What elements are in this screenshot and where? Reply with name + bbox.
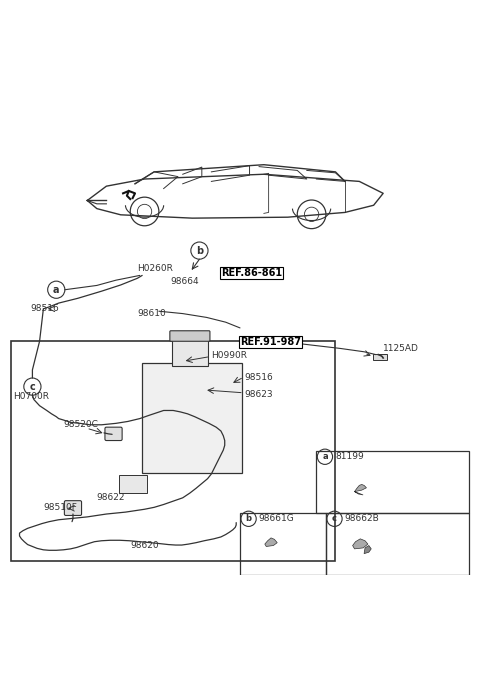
Text: 98520C: 98520C	[63, 420, 98, 429]
Polygon shape	[353, 539, 368, 549]
FancyBboxPatch shape	[105, 427, 122, 441]
Text: 98662B: 98662B	[344, 514, 379, 524]
FancyBboxPatch shape	[119, 475, 147, 493]
Bar	[11, 341, 336, 561]
Text: a: a	[53, 285, 60, 295]
FancyBboxPatch shape	[170, 330, 210, 341]
Text: 98622: 98622	[97, 493, 125, 502]
Text: 98610: 98610	[137, 309, 166, 318]
Text: 81199: 81199	[336, 452, 364, 461]
FancyBboxPatch shape	[372, 354, 386, 360]
Polygon shape	[364, 546, 371, 554]
Text: 1125AD: 1125AD	[383, 344, 419, 353]
Text: b: b	[246, 514, 252, 524]
Text: H0990R: H0990R	[211, 351, 247, 360]
Text: REF.86-861: REF.86-861	[221, 268, 282, 278]
Text: REF.91-987: REF.91-987	[240, 337, 301, 347]
FancyBboxPatch shape	[64, 501, 82, 516]
Text: c: c	[30, 382, 36, 392]
Text: 98620: 98620	[130, 540, 159, 550]
Text: 98623: 98623	[245, 390, 274, 399]
Text: 98664: 98664	[171, 277, 199, 286]
FancyBboxPatch shape	[172, 338, 207, 366]
FancyBboxPatch shape	[142, 363, 242, 472]
Text: c: c	[332, 514, 337, 524]
Bar	[326, 513, 469, 575]
Text: H0260R: H0260R	[137, 264, 173, 273]
Text: 98516: 98516	[30, 304, 59, 314]
Text: 98661G: 98661G	[258, 514, 294, 524]
Bar	[316, 451, 469, 513]
Bar	[240, 513, 326, 575]
Text: 98510F: 98510F	[43, 503, 77, 512]
Text: a: a	[322, 452, 328, 461]
Text: H0700R: H0700R	[13, 392, 49, 400]
Text: 98516: 98516	[245, 373, 274, 382]
Polygon shape	[355, 485, 366, 495]
Polygon shape	[265, 538, 277, 546]
Text: b: b	[196, 246, 203, 256]
